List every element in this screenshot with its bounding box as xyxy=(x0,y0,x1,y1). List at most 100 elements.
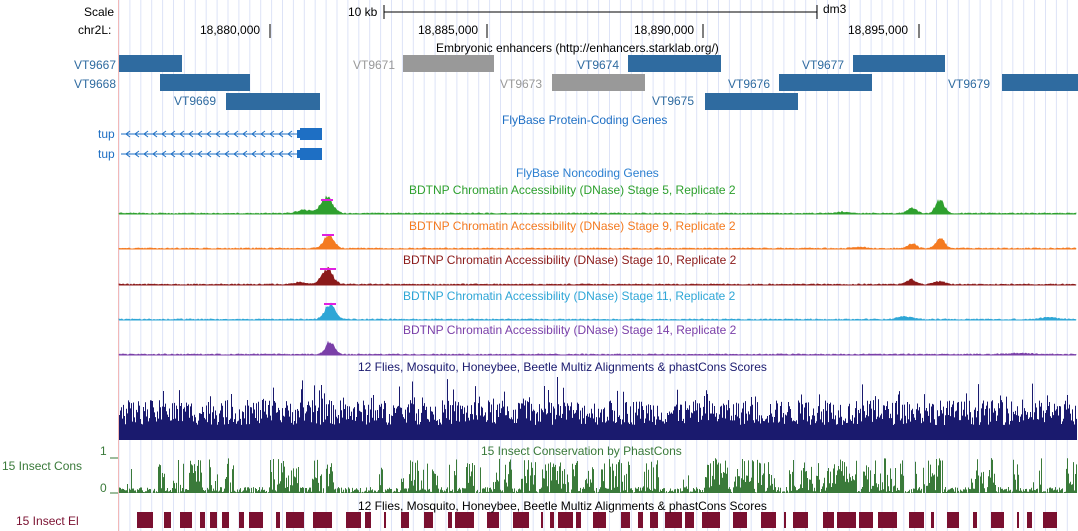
dnase-signal xyxy=(118,266,1077,286)
strand-arrow xyxy=(233,130,239,138)
conserved-element xyxy=(365,512,371,528)
strand-arrow xyxy=(143,150,149,158)
conserved-element xyxy=(909,512,924,528)
insect-cons-left-label[interactable]: 15 Insect Cons xyxy=(2,459,83,473)
noncoding-genes-track-title[interactable]: FlyBase Noncoding Genes xyxy=(516,166,659,180)
enhancer-block xyxy=(779,74,872,91)
strand-arrow xyxy=(152,150,158,158)
strand-arrow xyxy=(233,150,239,158)
conserved-element xyxy=(313,512,332,528)
dnase-signal xyxy=(118,302,1077,321)
dnase-clip-marker xyxy=(321,199,333,201)
conserved-element xyxy=(487,512,499,528)
enhancer-label-vt9677[interactable]: VT9677 xyxy=(802,58,845,72)
conserved-element xyxy=(249,512,263,528)
conserved-element xyxy=(837,512,856,528)
enhancer-label-vt9669[interactable]: VT9669 xyxy=(174,94,217,108)
strand-arrow xyxy=(197,130,203,138)
insect-cons-axis-min: 0 xyxy=(100,481,107,495)
enhancer-block xyxy=(403,55,494,72)
multiz-track-title[interactable]: 12 Flies, Mosquito, Honeybee, Beetle Mul… xyxy=(358,360,767,374)
strand-arrow xyxy=(251,130,257,138)
enhancer-label-vt9667[interactable]: VT9667 xyxy=(73,58,116,72)
strand-arrow xyxy=(224,150,230,158)
conserved-element xyxy=(346,512,361,528)
enhancer-block xyxy=(853,55,945,72)
enhancer-label-vt9676[interactable]: VT9676 xyxy=(728,77,771,91)
insect-cons-signal xyxy=(119,458,1077,493)
conserved-element xyxy=(991,512,1004,528)
strand-arrow xyxy=(179,130,185,138)
dnase-stage9-title[interactable]: BDTNP Chromatin Accessibility (DNase) St… xyxy=(409,219,736,233)
gene-label-tup[interactable]: tup xyxy=(98,147,115,161)
strand-arrow xyxy=(215,130,221,138)
enhancer-label-vt9675[interactable]: VT9675 xyxy=(652,94,695,108)
conserved-element xyxy=(1027,512,1032,528)
position-label: 18,885,000 xyxy=(418,23,479,37)
dnase-signal xyxy=(118,195,1077,215)
dnase-stage11-title[interactable]: BDTNP Chromatin Accessibility (DNase) St… xyxy=(403,289,736,303)
insect-el-track-title[interactable]: 12 Flies, Mosquito, Honeybee, Beetle Mul… xyxy=(358,499,767,513)
conserved-element xyxy=(761,512,776,528)
enhancers-track-title[interactable]: Embryonic enhancers (http://enhancers.st… xyxy=(436,41,719,55)
conserved-element xyxy=(593,512,606,528)
strand-arrow xyxy=(152,130,158,138)
conserved-element xyxy=(137,512,153,528)
conserved-element xyxy=(513,512,529,528)
enhancer-block xyxy=(160,74,250,91)
insect-cons-track-title[interactable]: 15 Insect Conservation by PhastCons xyxy=(481,444,682,458)
conserved-element xyxy=(973,512,977,528)
dnase-stage5-title[interactable]: BDTNP Chromatin Accessibility (DNase) St… xyxy=(409,183,736,197)
enhancer-label-vt9674[interactable]: VT9674 xyxy=(577,58,620,72)
conserved-element xyxy=(878,512,897,528)
insect-cons-axis-max: 1 xyxy=(100,444,107,458)
multiz-signal xyxy=(119,377,1077,440)
dnase-stage10-title[interactable]: BDTNP Chromatin Accessibility (DNase) St… xyxy=(403,253,737,267)
protein-genes-track-title[interactable]: FlyBase Protein-Coding Genes xyxy=(502,113,668,127)
strand-arrow xyxy=(269,130,275,138)
strand-arrow xyxy=(242,150,248,158)
strand-arrow xyxy=(197,150,203,158)
enhancer-block xyxy=(705,93,798,110)
gene-label-tup[interactable]: tup xyxy=(98,127,115,141)
strand-arrow xyxy=(170,130,176,138)
enhancer-block xyxy=(119,55,182,72)
dnase-clip-marker xyxy=(324,303,336,305)
strand-arrow xyxy=(134,150,140,158)
strand-arrow xyxy=(278,150,284,158)
conserved-element xyxy=(180,512,192,528)
conserved-element xyxy=(793,512,808,528)
conserved-element xyxy=(859,512,873,528)
dnase-clip-marker xyxy=(322,234,334,236)
enhancer-block xyxy=(552,74,645,91)
strand-arrow xyxy=(188,150,194,158)
conserved-element xyxy=(200,512,205,528)
conserved-element xyxy=(733,512,747,528)
conserved-element xyxy=(947,512,959,528)
conserved-element xyxy=(1017,512,1019,528)
chrom-label: chr2L: xyxy=(78,23,112,37)
strand-arrow xyxy=(242,130,248,138)
conserved-element xyxy=(558,512,573,528)
conserved-element xyxy=(638,512,643,528)
conserved-element xyxy=(222,512,229,528)
position-label: 18,890,000 xyxy=(634,23,695,37)
gene-exon xyxy=(297,150,300,158)
enhancer-label-vt9668[interactable]: VT9668 xyxy=(73,77,116,91)
strand-arrow xyxy=(125,130,131,138)
conserved-element xyxy=(455,512,474,528)
strand-arrow xyxy=(260,150,266,158)
conserved-element xyxy=(665,512,682,528)
dnase-stage14-title[interactable]: BDTNP Chromatin Accessibility (DNase) St… xyxy=(403,323,737,337)
strand-arrow xyxy=(125,150,131,158)
conserved-element xyxy=(621,512,630,528)
insect-el-left-label[interactable]: 15 Insect El xyxy=(16,514,79,528)
conserved-element xyxy=(823,512,834,528)
conserved-element xyxy=(931,512,934,528)
enhancer-label-vt9679[interactable]: VT9679 xyxy=(948,77,991,91)
enhancer-label-vt9673[interactable]: VT9673 xyxy=(500,77,543,91)
gene-exon xyxy=(297,130,300,138)
enhancer-label-vt9671[interactable]: VT9671 xyxy=(353,58,396,72)
assembly-label: dm3 xyxy=(823,2,847,16)
